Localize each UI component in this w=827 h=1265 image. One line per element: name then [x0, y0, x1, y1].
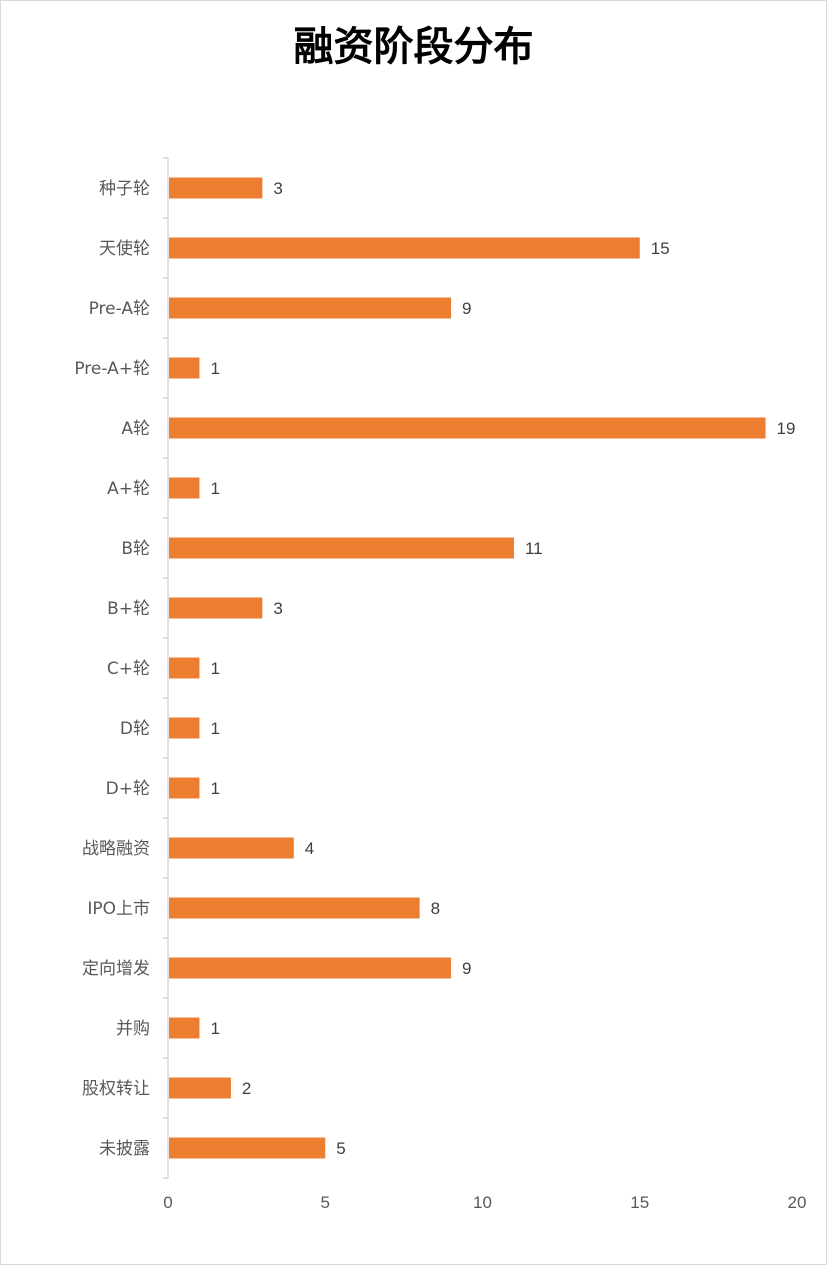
data-label: 3 [273, 179, 282, 198]
category-label: 股权转让 [82, 1079, 150, 1099]
data-label: 8 [431, 899, 440, 918]
bar [169, 657, 200, 679]
category-label: B+轮 [107, 599, 150, 619]
bar [169, 537, 514, 559]
bar [169, 357, 200, 379]
category-label: 种子轮 [99, 179, 150, 199]
bar [169, 177, 263, 199]
x-tick-label: 15 [630, 1193, 649, 1212]
category-label: B轮 [121, 539, 150, 559]
data-label: 9 [462, 299, 471, 318]
x-tick-label: 0 [163, 1193, 172, 1212]
bar [169, 1137, 326, 1159]
category-label: 战略融资 [82, 839, 150, 859]
data-label: 1 [210, 1019, 219, 1038]
category-label: A轮 [121, 419, 150, 439]
data-label: 19 [777, 419, 796, 438]
data-label: 1 [210, 359, 219, 378]
category-label: 天使轮 [99, 238, 150, 259]
bar [169, 717, 200, 739]
x-tick-label: 5 [321, 1193, 330, 1212]
chart-title: 融资阶段分布 [293, 23, 534, 70]
category-label: D轮 [120, 719, 150, 739]
category-label: Pre-A轮 [89, 299, 150, 319]
category-label: 并购 [116, 1019, 150, 1039]
data-label: 2 [242, 1079, 251, 1098]
data-label: 9 [462, 959, 471, 978]
bar [169, 897, 420, 919]
bar [169, 297, 452, 319]
x-tick-label: 10 [473, 1193, 492, 1212]
x-tick-label: 20 [788, 1193, 807, 1212]
data-label: 5 [336, 1139, 345, 1158]
category-label: IPO上市 [87, 899, 150, 919]
data-label: 1 [210, 719, 219, 738]
data-label: 15 [651, 239, 670, 258]
category-label: A+轮 [107, 479, 150, 499]
bar [169, 237, 640, 259]
data-label: 4 [305, 839, 314, 858]
bar [169, 1017, 200, 1039]
bar [169, 1077, 231, 1099]
data-label: 1 [210, 659, 219, 678]
data-label: 3 [273, 599, 282, 618]
category-label: 定向增发 [82, 959, 150, 979]
category-label: 未披露 [99, 1139, 150, 1159]
bar [169, 597, 263, 619]
bar [169, 477, 200, 499]
data-label: 1 [210, 479, 219, 498]
bar [169, 837, 294, 859]
category-label: C+轮 [107, 659, 150, 679]
category-label: D+轮 [106, 779, 150, 799]
category-label: Pre-A+轮 [74, 359, 150, 379]
bar [169, 777, 200, 799]
bar [169, 957, 452, 979]
data-label: 1 [210, 779, 219, 798]
bar [169, 417, 766, 439]
data-label: 11 [525, 539, 543, 558]
